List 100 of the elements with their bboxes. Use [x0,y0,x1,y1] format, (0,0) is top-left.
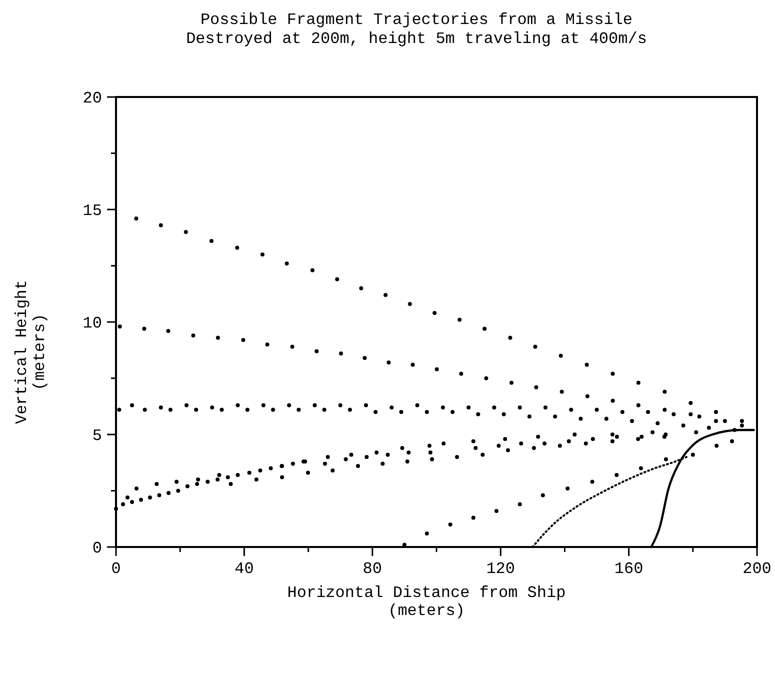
point [235,246,240,250]
point [553,414,558,418]
point [348,408,352,412]
y-axis-title: Vertical Height (meters) [13,280,49,424]
point [314,349,319,354]
point [458,318,462,322]
point [584,362,589,367]
point [359,286,364,290]
point [558,354,563,358]
point [184,403,189,408]
point [466,406,471,410]
point [228,482,233,486]
point [471,516,476,520]
point [518,406,522,410]
point [236,473,240,477]
point [390,406,394,410]
point [604,416,608,421]
point [326,455,330,459]
point [247,470,252,475]
point [484,376,488,380]
point [400,446,404,450]
point [610,432,614,436]
point [254,478,258,482]
point [322,408,326,412]
point [217,473,222,477]
point [590,437,595,441]
x-tick-label: 120 [486,560,516,578]
point [410,362,415,367]
point [338,403,342,408]
point [471,439,476,444]
point [650,430,655,434]
point [476,412,480,416]
point [261,403,266,408]
point [210,406,214,410]
point [503,437,508,441]
point [312,403,317,408]
point [117,408,122,412]
point [158,223,163,228]
point [424,410,429,414]
point [216,478,220,482]
point [260,252,264,256]
point [330,468,335,472]
point [134,216,138,220]
point [636,437,640,441]
point [569,408,574,412]
point [271,408,276,412]
point [690,452,695,457]
point [740,419,744,423]
point [174,480,179,484]
point [543,406,548,410]
point [688,412,693,416]
point [290,462,295,466]
point [322,462,327,466]
point [374,450,379,454]
point [290,344,294,349]
point [432,311,437,315]
point [578,416,583,421]
point [566,486,570,490]
point [284,262,289,266]
point [184,230,188,234]
point [594,408,599,412]
point [134,486,139,490]
point [455,455,460,459]
point [176,488,180,493]
point [130,500,134,504]
y-tick-label: 5 [92,427,102,446]
point [206,480,210,484]
point [236,403,240,408]
chart-title: Possible Fragment Trajectories from a Missile [200,11,633,29]
point [157,493,162,498]
point [196,478,200,482]
point [245,408,250,412]
point [415,403,420,408]
point [194,408,198,412]
x-tick-label: 80 [362,560,382,578]
point [558,444,562,448]
point [688,401,693,405]
point [287,403,292,408]
point [560,390,564,394]
point [706,426,711,430]
point [518,502,522,506]
point [349,452,354,457]
point [584,442,588,446]
point [590,480,594,484]
point [139,498,143,502]
point [364,455,369,459]
point [434,367,439,372]
point [121,502,126,506]
point [730,439,734,444]
point [482,326,487,331]
point [540,493,545,498]
point [508,336,512,340]
point [714,419,718,423]
point [636,380,640,385]
point [694,430,698,434]
point [344,457,348,462]
point [364,403,368,408]
point [697,414,702,418]
point [610,372,615,376]
point [380,462,385,466]
